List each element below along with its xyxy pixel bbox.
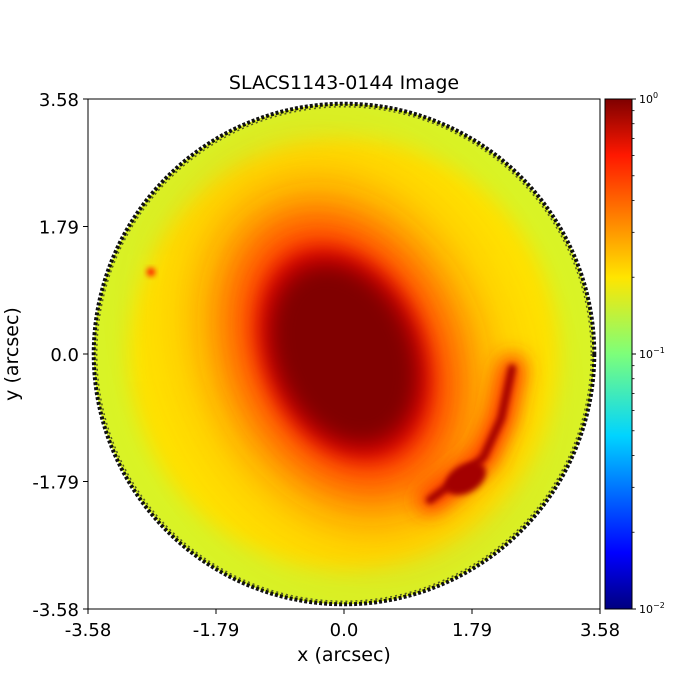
colorbar-gradient [605, 99, 632, 609]
x-axis: -3.58 -1.79 0.0 1.79 3.58 [65, 609, 620, 641]
colorbar: 100 10−1 10−2 [604, 91, 665, 616]
x-tick-label: -3.58 [65, 620, 112, 641]
colorbar-tick-label: 10−2 [639, 601, 665, 616]
colorbar-tick-label: 100 [639, 91, 658, 106]
x-tick-label: 1.79 [452, 620, 492, 641]
x-axis-label: x (arcsec) [297, 644, 391, 666]
y-tick-label: 1.79 [39, 218, 79, 239]
y-tick-label: 3.58 [39, 90, 79, 111]
mask-boundary [91, 101, 597, 607]
x-tick-label: 0.0 [330, 620, 359, 641]
lens-image [93, 103, 595, 605]
bright-knot [146, 268, 155, 277]
x-tick-label: -1.79 [193, 620, 240, 641]
arc-clump [445, 462, 486, 496]
y-tick-label: -3.58 [32, 600, 79, 621]
y-tick-label: -1.79 [32, 473, 79, 494]
x-tick-label: 3.58 [580, 620, 620, 641]
lens-galaxy [202, 179, 486, 529]
y-tick-label: 0.0 [50, 345, 79, 366]
colorbar-tick-label: 10−1 [639, 346, 665, 361]
chart-title: SLACS1143-0144 Image [229, 72, 459, 94]
galaxy-light-layer [271, 265, 417, 443]
y-axis: 3.58 1.79 0.0 -1.79 -3.58 [32, 90, 88, 621]
y-axis-label: y (arcsec) [1, 307, 23, 401]
mask-edge-inner [95, 105, 593, 603]
mask-edge-ring [91, 101, 597, 607]
